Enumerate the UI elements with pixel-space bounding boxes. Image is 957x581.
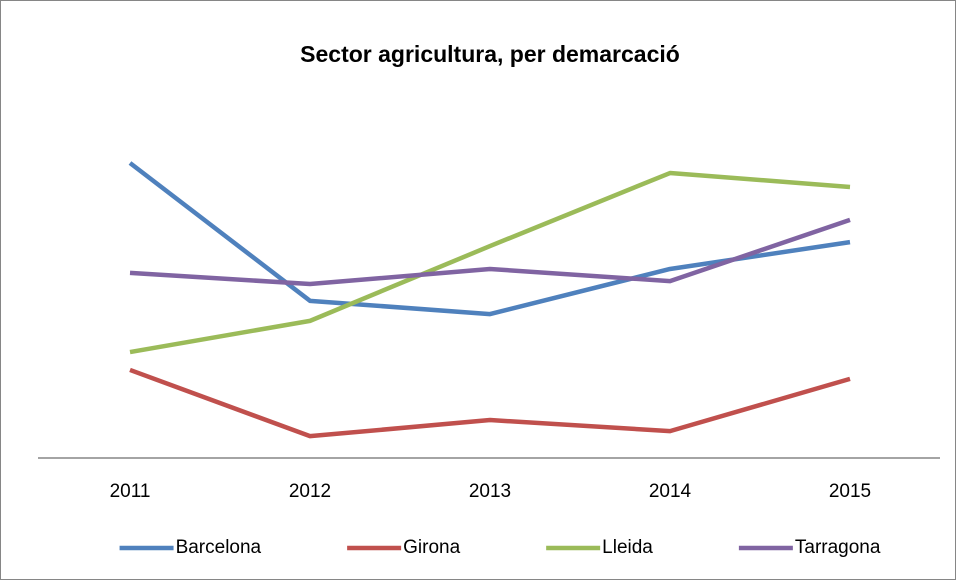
x-tick-label: 2012 (289, 481, 331, 502)
series-line (129, 217, 851, 287)
x-tick-label: 2014 (649, 481, 692, 502)
series-line (129, 367, 851, 439)
x-tick-label: 2015 (829, 481, 871, 502)
legend-label: Barcelona (176, 537, 262, 558)
x-tick-label: 2011 (110, 481, 151, 502)
legend-label: Lleida (602, 537, 653, 558)
legend-label: Girona (403, 537, 460, 558)
series-line (129, 170, 851, 355)
x-tick-label: 2013 (469, 481, 511, 502)
chart-title: Sector agricultura, per demarcació (300, 41, 680, 67)
legend-label: Tarragona (795, 537, 881, 558)
